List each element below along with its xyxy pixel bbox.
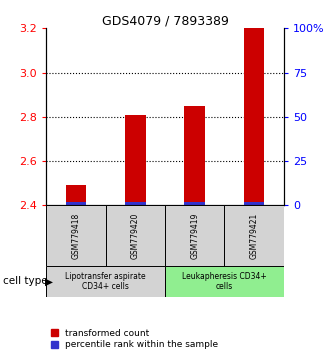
FancyBboxPatch shape	[165, 266, 284, 297]
Text: GSM779418: GSM779418	[71, 212, 81, 258]
Text: cell type: cell type	[3, 276, 48, 286]
FancyBboxPatch shape	[224, 205, 284, 266]
Text: GSM779421: GSM779421	[249, 212, 259, 258]
Bar	[184, 106, 205, 205]
Title: GDS4079 / 7893389: GDS4079 / 7893389	[102, 14, 228, 27]
FancyBboxPatch shape	[46, 205, 106, 266]
FancyBboxPatch shape	[106, 205, 165, 266]
Bar	[244, 202, 265, 205]
FancyBboxPatch shape	[165, 205, 224, 266]
Bar	[244, 28, 265, 205]
Bar	[66, 202, 86, 205]
Bar	[66, 185, 86, 205]
Text: Lipotransfer aspirate
CD34+ cells: Lipotransfer aspirate CD34+ cells	[65, 272, 146, 291]
Text: GSM779419: GSM779419	[190, 212, 199, 259]
Text: Leukapheresis CD34+
cells: Leukapheresis CD34+ cells	[182, 272, 267, 291]
Bar	[184, 202, 205, 205]
Text: GSM779420: GSM779420	[131, 212, 140, 259]
Bar	[125, 202, 146, 205]
Legend: transformed count, percentile rank within the sample: transformed count, percentile rank withi…	[51, 329, 218, 349]
Bar	[125, 115, 146, 205]
FancyBboxPatch shape	[46, 266, 165, 297]
Text: ▶: ▶	[45, 276, 52, 286]
